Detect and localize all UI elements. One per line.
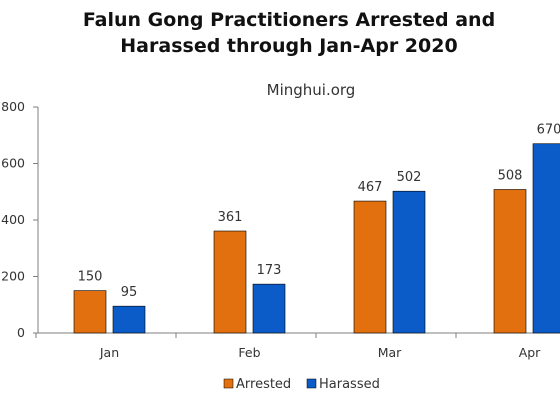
chart-title-line1: Falun Gong Practitioners Arrested and	[83, 9, 495, 31]
x-tick-label: Apr	[519, 345, 541, 360]
legend-swatch-arrested	[223, 378, 234, 389]
data-label-harassed-mar: 502	[397, 170, 422, 185]
x-tick-label: Mar	[378, 345, 402, 360]
bar-arrested-mar	[353, 200, 387, 334]
x-tick-label: Jan	[99, 345, 119, 360]
y-tick-label: 0	[17, 325, 25, 340]
data-label-arrested-mar: 467	[358, 180, 383, 195]
y-tick-label: 800	[1, 99, 25, 114]
bar-arrested-apr	[493, 189, 527, 334]
y-tick-label: 200	[1, 269, 25, 284]
chart-subtitle: Minghui.org	[267, 81, 356, 99]
y-axis-ticks: 0 200 400 600 800	[1, 99, 38, 340]
data-label-arrested-apr: 508	[498, 168, 523, 183]
data-label-harassed-feb: 173	[257, 263, 282, 278]
data-label-arrested-feb: 361	[218, 210, 243, 225]
bar-harassed-apr	[532, 143, 560, 334]
y-tick-label: 600	[1, 156, 25, 171]
data-label-harassed-apr: 670	[537, 123, 560, 138]
x-tick-label: Feb	[238, 345, 260, 360]
bar-series: 150 95 361 173 467 502 508 670	[73, 123, 560, 334]
data-label-arrested-jan: 150	[78, 270, 103, 285]
bar-arrested-jan	[73, 290, 107, 334]
bar-harassed-jan	[112, 305, 146, 334]
legend: Arrested Harassed	[223, 377, 380, 392]
y-tick-label: 400	[1, 212, 25, 227]
legend-swatch-harassed	[306, 378, 317, 389]
data-label-harassed-jan: 95	[121, 285, 138, 300]
bar-arrested-feb	[213, 230, 247, 334]
chart-title-line2: Harassed through Jan-Apr 2020	[120, 35, 457, 57]
bar-harassed-feb	[252, 283, 286, 334]
legend-label-arrested: Arrested	[236, 377, 291, 392]
bar-harassed-mar	[392, 190, 426, 334]
legend-label-harassed: Harassed	[319, 377, 380, 392]
x-axis-ticks: Jan Feb Mar Apr	[35, 333, 541, 360]
